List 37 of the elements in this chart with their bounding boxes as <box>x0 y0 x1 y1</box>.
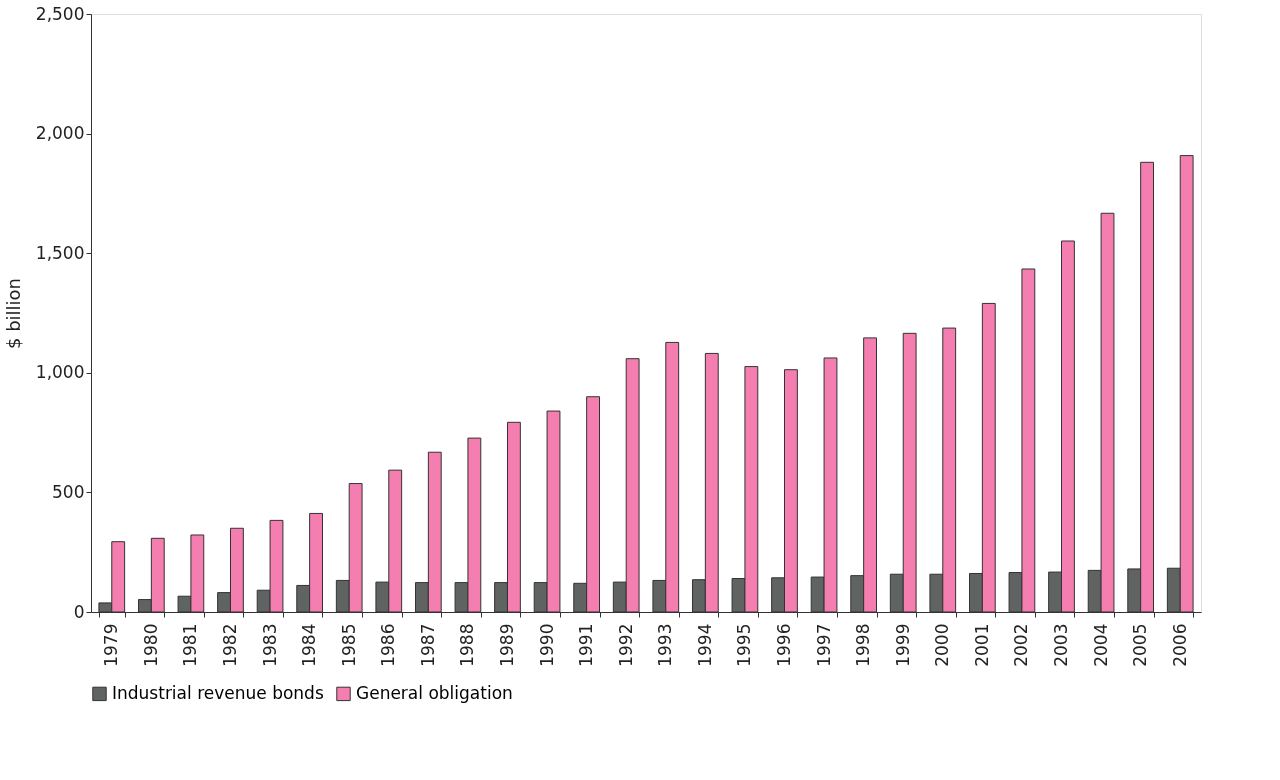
x-tick-label: 2000 <box>932 623 953 667</box>
x-tick-label: 2005 <box>1130 623 1151 667</box>
x-tick-label: 1986 <box>378 623 399 667</box>
y-tick-label: 1,500 <box>35 242 85 263</box>
y-tick-label: 500 <box>52 481 85 502</box>
x-tick-label: 2002 <box>1011 623 1032 667</box>
x-tick-label: 2004 <box>1090 623 1111 667</box>
y-tick-label: 0 <box>73 601 85 622</box>
x-tick-label: 1984 <box>299 623 320 667</box>
x-tick-label: 1995 <box>734 623 755 667</box>
y-tick-label: 1,000 <box>35 362 85 383</box>
x-tick-label: 2006 <box>1169 623 1190 667</box>
x-tick-label: 2003 <box>1051 623 1072 667</box>
legend-label: General obligation <box>356 682 513 703</box>
x-tick-label: 1992 <box>615 623 636 667</box>
x-tick-label: 1994 <box>694 623 715 667</box>
x-tick-label: 1989 <box>497 623 517 667</box>
y-tick-label: 2,000 <box>35 123 85 144</box>
x-tick-label: 1979 <box>101 623 122 667</box>
x-tick-label: 1999 <box>892 623 913 667</box>
x-tick-label: 1993 <box>655 623 676 667</box>
y-tick-label: 2,500 <box>35 3 85 24</box>
x-tick-label: 1990 <box>536 623 557 667</box>
x-tick-label: 1985 <box>338 623 359 667</box>
x-tick-label: 1983 <box>259 623 280 667</box>
y-axis-title: $ billion <box>2 277 24 350</box>
x-tick-label: 1988 <box>457 623 478 667</box>
x-tick-label: 2001 <box>971 623 992 667</box>
x-tick-label: 1997 <box>813 623 834 667</box>
x-tick-label: 1987 <box>417 623 438 667</box>
x-tick-label: 1982 <box>219 623 240 667</box>
x-tick-label: 1981 <box>180 623 201 667</box>
legend-label: Industrial revenue bonds <box>112 682 324 703</box>
x-tick-label: 1996 <box>774 623 794 667</box>
x-tick-label: 1991 <box>576 623 597 667</box>
x-tick-label: 1998 <box>853 623 874 667</box>
x-tick-label: 1980 <box>140 623 161 667</box>
